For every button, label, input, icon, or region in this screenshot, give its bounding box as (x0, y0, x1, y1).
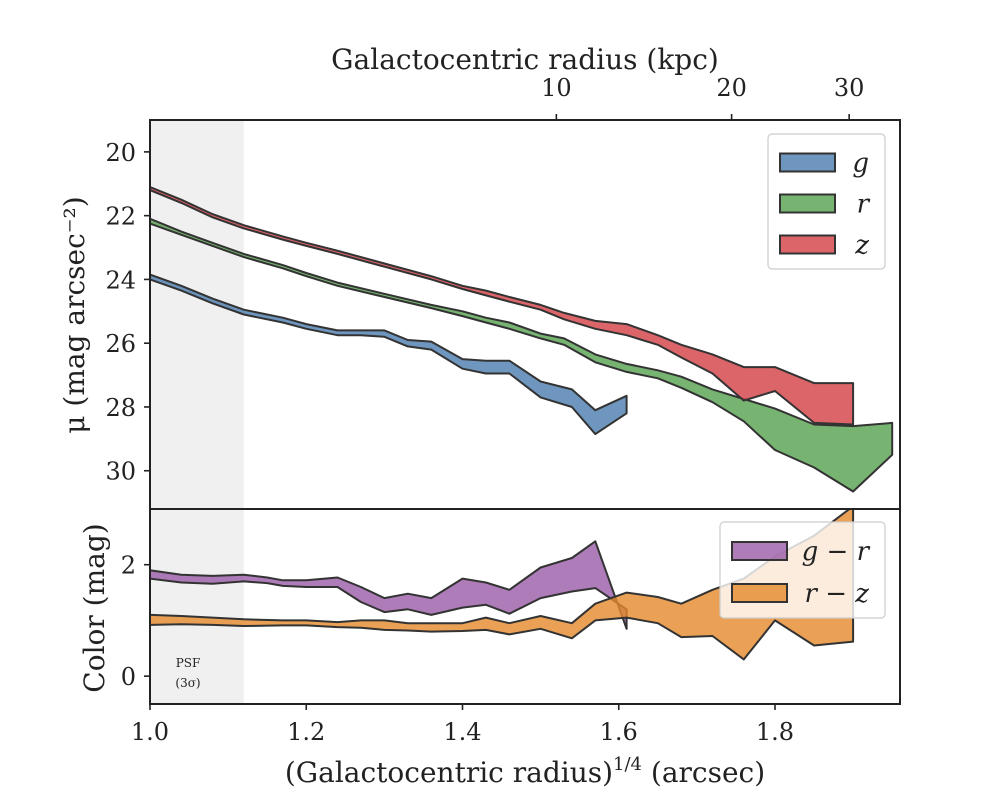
y-tick-label: 2 (121, 552, 136, 580)
top-x-tick-label: 30 (834, 74, 865, 102)
legend-swatch (731, 583, 788, 603)
psf-region-bottom (150, 509, 244, 704)
legend-label: r (857, 190, 871, 220)
x-tick-label: 1.0 (131, 718, 169, 746)
psf-sigma-label: (3σ) (175, 676, 200, 690)
bottom-x-axis-title: (Galactocentric radius)1/4 (arcsec) (285, 754, 765, 789)
legend-swatch (779, 193, 836, 214)
x-tick-label: 1.6 (600, 718, 638, 746)
y-tick-label: 24 (105, 266, 136, 294)
psf-label: PSF (176, 656, 201, 670)
x-tick-label: 1.2 (287, 718, 325, 746)
y-tick-label: 28 (105, 394, 136, 422)
band-g (151, 273, 628, 436)
legend-swatch (779, 152, 836, 173)
legend-label: z (854, 231, 869, 261)
x-tick-label: 1.8 (756, 718, 794, 746)
legend-swatch (779, 234, 836, 255)
legend-label: g (852, 149, 869, 179)
psf-region-top (150, 120, 244, 509)
y-tick-label: 26 (105, 330, 136, 358)
top-panel-data (151, 186, 894, 493)
y-tick-label: 22 (105, 203, 136, 231)
legend-label: r − z (805, 579, 870, 609)
x-axis-title-suffix: (arcsec) (642, 756, 765, 789)
y-tick-label: 30 (105, 458, 136, 486)
legend-swatch (731, 541, 788, 561)
bottom-panel-data (151, 509, 855, 661)
x-axis-title-exponent: 1/4 (613, 754, 642, 775)
legend-label: g − r (802, 537, 871, 567)
band-r (151, 218, 894, 493)
legend-bottom: g − r r − z (719, 521, 886, 619)
x-tick-label: 1.4 (443, 718, 481, 746)
top-x-tick-label: 10 (541, 74, 572, 102)
axis-ticks: 1.01.21.41.61.8202224262830021020305075 (105, 74, 1000, 746)
bottom-y-axis-title: Color (mag) (78, 523, 111, 692)
band-rz (151, 509, 855, 661)
y-tick-label: 20 (105, 139, 136, 167)
x-axis-title-main: (Galactocentric radius) (285, 756, 613, 789)
legend-top: grz (767, 133, 886, 270)
band-z (151, 186, 855, 426)
y-tick-label: 0 (121, 663, 136, 691)
top-x-tick-label: 20 (716, 74, 747, 102)
top-y-axis-title: μ (mag arcsec⁻²) (58, 196, 91, 433)
top-x-axis-title: Galactocentric radius (kpc) (331, 43, 719, 76)
bottom-axes-frame (149, 508, 901, 705)
